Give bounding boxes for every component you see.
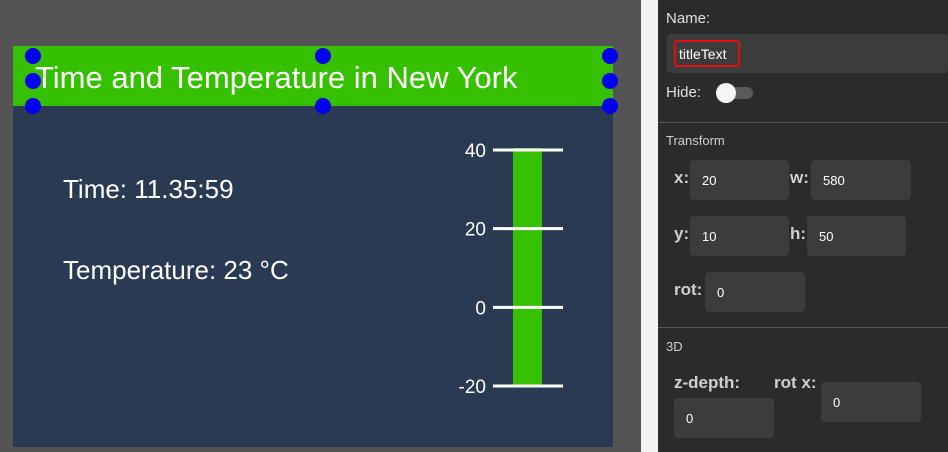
rot-x-input[interactable]: 0 — [821, 382, 921, 422]
z-depth-label: z-depth: — [674, 373, 741, 392]
rot-label: rot: — [674, 280, 703, 299]
resize-handle-bottom-right[interactable] — [602, 98, 618, 114]
resize-handle-top-right[interactable] — [602, 48, 618, 64]
gauge-tick-label: 40 — [465, 141, 486, 162]
resize-handle-left[interactable] — [25, 73, 41, 89]
hide-label: Hide: — [666, 84, 702, 101]
name-input-highlight — [674, 40, 740, 67]
temperature-text[interactable]: Temperature: 23 °C — [63, 255, 289, 285]
title-bar-top-strip — [13, 46, 613, 56]
resize-handle-top-left[interactable] — [25, 48, 41, 64]
w-input[interactable]: 580 — [811, 160, 911, 200]
resize-handle-right[interactable] — [602, 73, 618, 89]
panel-divider[interactable] — [641, 0, 658, 452]
section-separator — [658, 122, 948, 123]
rot-x-input-value: 0 — [833, 394, 841, 410]
z-depth-input[interactable]: 0 — [674, 398, 774, 438]
thermometer-gauge[interactable]: 40 20 0 -20 — [13, 46, 613, 447]
x-label: x: — [674, 168, 690, 187]
y-input-value: 10 — [702, 228, 717, 244]
properties-panel: Name: titleText Hide: Transform x: 20 w:… — [658, 0, 948, 452]
rot-x-label: rot x: — [774, 373, 817, 392]
x-input[interactable]: 20 — [690, 160, 789, 200]
gauge-bar — [513, 148, 542, 386]
w-input-value: 580 — [823, 172, 845, 188]
design-canvas[interactable]: Time and Temperature in New York Time: 1… — [13, 46, 618, 447]
gauge-tick-label: 0 — [475, 298, 486, 319]
y-label: y: — [674, 224, 690, 243]
hide-toggle-knob[interactable] — [716, 83, 736, 103]
title-text-element[interactable]: Time and Temperature in New York — [13, 46, 613, 106]
w-label: w: — [790, 168, 809, 187]
resize-handle-bottom[interactable] — [315, 98, 331, 114]
h-label: h: — [790, 224, 807, 243]
rot-input[interactable]: 0 — [705, 272, 805, 312]
section-separator — [658, 327, 948, 328]
transform-section-title: Transform — [666, 133, 725, 148]
gauge-tick-label: 20 — [465, 220, 486, 241]
name-input-value: titleText — [679, 45, 727, 62]
resize-handle-top[interactable] — [315, 48, 331, 64]
z-depth-input-value: 0 — [686, 410, 694, 426]
h-input-value: 50 — [819, 228, 834, 244]
name-label: Name: — [666, 10, 711, 27]
time-text[interactable]: Time: 11.35:59 — [63, 174, 234, 204]
h-input[interactable]: 50 — [807, 216, 906, 256]
title-text: Time and Temperature in New York — [35, 60, 518, 95]
gauge-tick-label: -20 — [459, 377, 486, 398]
resize-handle-bottom-left[interactable] — [25, 98, 41, 114]
rot-input-value: 0 — [717, 284, 725, 300]
y-input[interactable]: 10 — [690, 216, 789, 256]
3d-section-title: 3D — [666, 339, 683, 354]
x-input-value: 20 — [702, 172, 717, 188]
